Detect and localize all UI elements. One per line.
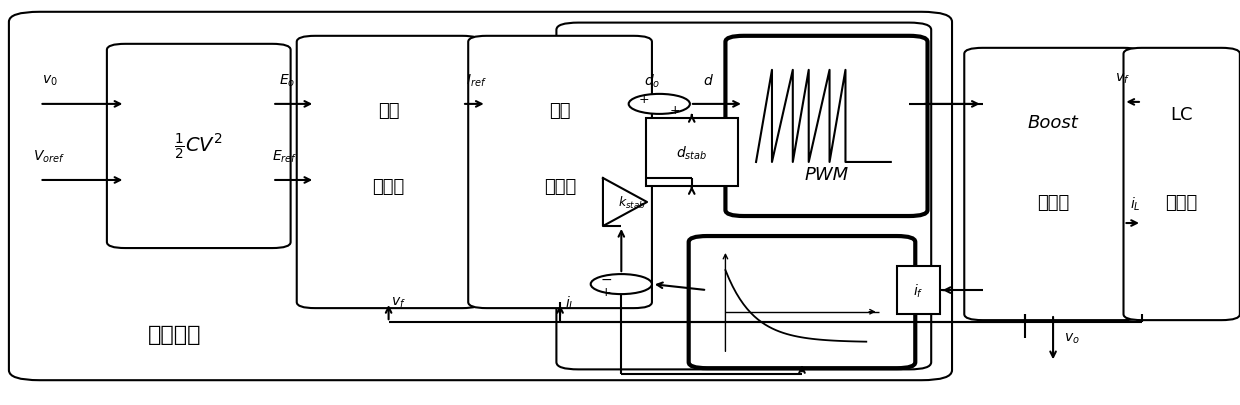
- FancyBboxPatch shape: [296, 37, 480, 308]
- Text: +: +: [600, 285, 611, 298]
- FancyBboxPatch shape: [107, 45, 290, 248]
- Text: −: −: [600, 272, 611, 286]
- Text: $v_f$: $v_f$: [391, 295, 405, 309]
- Text: 内环: 内环: [549, 102, 570, 119]
- FancyBboxPatch shape: [9, 13, 952, 380]
- Text: $v_o$: $v_o$: [1064, 331, 1079, 345]
- Text: $E_{ref}$: $E_{ref}$: [272, 148, 298, 165]
- Bar: [897, 266, 940, 314]
- Text: 控制策略: 控制策略: [148, 324, 201, 344]
- Text: $E_o$: $E_o$: [279, 72, 295, 89]
- Text: $d_o$: $d_o$: [644, 72, 660, 90]
- Text: LC: LC: [1171, 106, 1193, 124]
- Text: +: +: [639, 93, 650, 106]
- Text: $i_L$: $i_L$: [564, 294, 575, 311]
- FancyBboxPatch shape: [557, 23, 931, 369]
- Text: 能量环: 能量环: [372, 177, 404, 196]
- Text: $i_f$: $i_f$: [913, 282, 924, 299]
- Text: +: +: [670, 104, 680, 117]
- FancyBboxPatch shape: [469, 37, 652, 308]
- Bar: [646, 119, 738, 187]
- FancyBboxPatch shape: [1123, 49, 1240, 320]
- Text: 电流环: 电流环: [544, 177, 577, 196]
- Text: $V_{oref}$: $V_{oref}$: [33, 148, 66, 165]
- Text: Boost: Boost: [1028, 114, 1079, 132]
- Circle shape: [590, 275, 652, 294]
- Text: $d$: $d$: [703, 73, 714, 88]
- Text: $d_{stab}$: $d_{stab}$: [676, 144, 708, 161]
- Circle shape: [629, 95, 689, 115]
- Polygon shape: [603, 179, 647, 226]
- Text: $k_{stab}$: $k_{stab}$: [619, 194, 646, 211]
- FancyBboxPatch shape: [965, 49, 1142, 320]
- Text: $i_L$: $i_L$: [1130, 195, 1141, 212]
- Text: 外环: 外环: [378, 102, 399, 119]
- Text: 变换器: 变换器: [1037, 194, 1069, 211]
- Text: $v_0$: $v_0$: [42, 73, 58, 88]
- Text: $\frac{1}{2}CV^2$: $\frac{1}{2}CV^2$: [175, 132, 223, 162]
- Text: $v_f$: $v_f$: [1115, 72, 1130, 86]
- Text: 滤波器: 滤波器: [1166, 194, 1198, 211]
- Text: PWM: PWM: [805, 166, 848, 183]
- FancyBboxPatch shape: [688, 237, 915, 368]
- Text: $I_{ref}$: $I_{ref}$: [466, 72, 487, 89]
- FancyBboxPatch shape: [725, 37, 928, 217]
